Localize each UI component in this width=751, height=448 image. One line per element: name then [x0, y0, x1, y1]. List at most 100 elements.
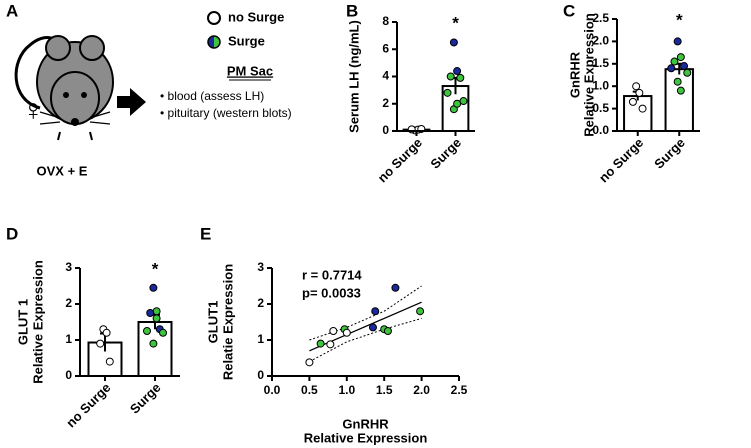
y-tick-label: 3 [257, 260, 264, 274]
procedure-title: PM Sac [227, 63, 273, 78]
significance: * [452, 13, 459, 32]
bar [623, 95, 653, 132]
y-tick-label: 2 [65, 296, 72, 310]
y-axis-label: Relative Expression [581, 13, 596, 137]
y-axis-label: GLUT1 [205, 301, 220, 344]
legend-label: Surge [228, 33, 265, 48]
regression-line [309, 301, 422, 352]
data-point [676, 53, 685, 62]
data-point [453, 67, 462, 76]
significance: * [152, 259, 159, 278]
y-tick-label: 0.5 [592, 101, 609, 115]
y-axis-label: GLUT 1 [15, 299, 30, 345]
data-point [149, 339, 158, 348]
y-tick-label: 0.0 [592, 123, 609, 137]
panel-label: E [200, 224, 211, 243]
procedure-item: • pituitary (western blots) [160, 106, 292, 120]
x-tick-label: no Surge [596, 135, 646, 185]
data-point [143, 327, 151, 335]
data-point [383, 327, 392, 335]
panel-label: B [346, 1, 358, 20]
data-point [391, 283, 400, 292]
y-tick-label: 6 [382, 41, 389, 55]
treatment-label: OVX + E [37, 163, 88, 178]
data-point [673, 37, 682, 46]
data-point [683, 68, 692, 77]
confidence-band [309, 317, 422, 363]
y-tick-label: 1.0 [592, 78, 609, 92]
data-point [680, 62, 689, 71]
x-axis-label: Relative Expression [304, 430, 428, 445]
panel-label: C [563, 1, 575, 20]
data-point [96, 339, 105, 348]
x-tick-label: 0.0 [264, 383, 281, 397]
data-point [635, 88, 644, 97]
x-tick-label: Surge [651, 135, 688, 172]
x-tick-label: no Surge [375, 135, 425, 185]
x-tick-label: no Surge [63, 380, 113, 430]
data-point [152, 314, 161, 323]
data-point [443, 88, 452, 97]
y-tick-label: 1 [257, 332, 264, 346]
x-tick-label: 2.5 [451, 383, 468, 397]
x-tick-label: Surge [427, 135, 464, 172]
data-point [329, 327, 338, 335]
data-point [152, 307, 161, 316]
significance: * [676, 10, 683, 29]
data-point [453, 99, 462, 108]
x-tick-label: 1.0 [338, 383, 355, 397]
panel-label: D [6, 224, 18, 243]
data-point [673, 77, 682, 86]
legend-label: no Surge [228, 9, 284, 24]
data-point [667, 64, 676, 73]
y-axis-label: Serum LH (ng/mL) [346, 20, 361, 133]
y-tick-label: 0 [257, 368, 264, 382]
y-axis-label: Relative Expression [30, 260, 45, 384]
y-tick-label: 2.0 [592, 34, 609, 48]
data-point [676, 86, 685, 95]
data-point [628, 97, 637, 106]
sex-symbol: ♀ [22, 94, 45, 127]
data-point [105, 357, 114, 366]
legend-marker [207, 11, 221, 25]
arrow [117, 88, 146, 116]
panel-label: A [6, 1, 18, 20]
y-tick-label: 1 [65, 332, 72, 346]
procedure-item: • blood (assess LH) [160, 89, 264, 103]
data-point [159, 328, 167, 337]
data-point [305, 358, 314, 367]
statistic: r = 0.7714 [302, 267, 362, 282]
y-tick-label: 0 [65, 368, 72, 382]
data-point [456, 73, 465, 82]
y-tick-label: 8 [382, 14, 389, 28]
data-point [446, 72, 455, 81]
y-tick-label: 4 [382, 69, 389, 83]
data-point [416, 307, 425, 316]
data-point [449, 38, 458, 47]
x-tick-label: Surge [127, 380, 164, 417]
data-point [638, 104, 647, 113]
data-point [149, 283, 158, 292]
y-axis-label: GnRHR [567, 51, 582, 98]
y-tick-label: 1.5 [592, 56, 609, 70]
y-tick-label: 3 [65, 260, 72, 274]
data-point [102, 328, 111, 337]
statistic: p= 0.0033 [302, 285, 361, 300]
data-point [342, 328, 351, 337]
mouse-illustration [14, 35, 114, 141]
x-tick-label: 0.5 [301, 383, 318, 397]
x-tick-label: 2.0 [413, 383, 430, 397]
y-tick-label: 0 [382, 123, 389, 137]
y-tick-label: 2 [257, 296, 264, 310]
legend-marker [207, 35, 221, 49]
y-axis-label: Relatie Expression [220, 264, 235, 380]
x-axis-label: GnRHR [342, 416, 389, 431]
data-point [632, 82, 641, 91]
data-point [371, 307, 380, 316]
data-point [670, 57, 679, 66]
data-point [326, 340, 335, 349]
data-point [146, 309, 155, 317]
data-point [316, 339, 325, 348]
